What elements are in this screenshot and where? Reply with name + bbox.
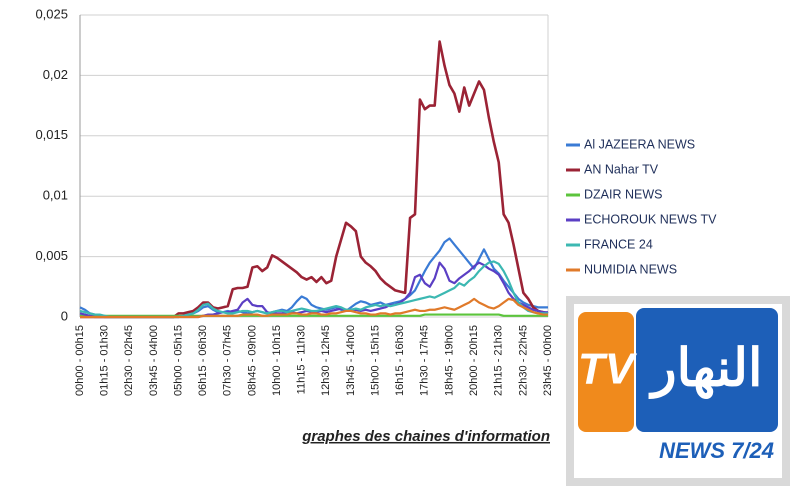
y-tick-label: 0,02 — [43, 67, 68, 82]
x-tick-label: 13h45 - 14h00 — [345, 325, 357, 396]
x-tick-label: 21h15 - 21h30 — [493, 325, 505, 396]
legend-label: FRANCE 24 — [584, 237, 653, 251]
legend-label: DZAIR NEWS — [584, 187, 662, 201]
series-line — [80, 40, 549, 319]
legend-label: Al JAZEERA NEWS — [584, 137, 695, 151]
y-tick-label: 0 — [61, 308, 68, 323]
y-tick-label: 0,025 — [35, 6, 68, 21]
x-tick-label: 10h00 - 10h15 — [271, 325, 283, 396]
x-tick-label: 03h45 - 04h00 — [148, 325, 160, 396]
caption: graphes des chaines d'information — [301, 428, 550, 445]
x-tick-label: 17h30 - 17h45 — [419, 325, 431, 396]
series-line — [79, 260, 548, 319]
legend-label: NUMIDIA NEWS — [584, 262, 677, 276]
x-tick-label: 02h30 - 02h45 — [123, 325, 135, 396]
x-tick-label: 15h00 - 15h15 — [369, 325, 381, 396]
x-tick-label: 11h15 - 11h30 — [296, 325, 308, 394]
logo-arabic: النهار — [649, 340, 763, 400]
logo-tv: TV — [578, 345, 638, 394]
series-line — [79, 261, 548, 319]
x-tick-label: 23h45 - 00h00 — [542, 325, 554, 396]
x-tick-label: 08h45 - 09h00 — [246, 325, 258, 396]
x-tick-label: 18h45 - 19h00 — [443, 325, 455, 396]
legend-label: AN Nahar TV — [584, 162, 659, 176]
logo-blue-box — [636, 308, 778, 432]
logo-tv-box — [578, 312, 634, 432]
y-tick-label: 0,005 — [35, 248, 68, 263]
series-line — [80, 297, 548, 319]
series-line — [80, 313, 548, 317]
x-tick-label: 22h30 - 22h45 — [517, 325, 529, 396]
y-tick-label: 0,01 — [43, 188, 68, 203]
x-tick-label: 05h00 - 05h15 — [172, 325, 184, 396]
x-tick-label: 07h30 - 07h45 — [222, 325, 234, 396]
legend-label: ECHOROUK NEWS TV — [584, 212, 717, 226]
x-tick-label: 06h15 - 06h30 — [197, 325, 209, 396]
logo: TV النهار NEWS 7/24 — [566, 296, 790, 486]
logo-news: NEWS 7/24 — [659, 438, 774, 463]
x-tick-label: 00h00 - 00h15 — [74, 325, 86, 396]
x-tick-label: 20h00 - 20h15 — [468, 325, 480, 396]
x-tick-label: 12h30 - 12h45 — [320, 325, 332, 396]
x-tick-label: 01h15 - 01h30 — [99, 325, 111, 396]
x-tick-label: 16h15 - 16h30 — [394, 325, 406, 396]
y-tick-label: 0,015 — [35, 127, 68, 142]
